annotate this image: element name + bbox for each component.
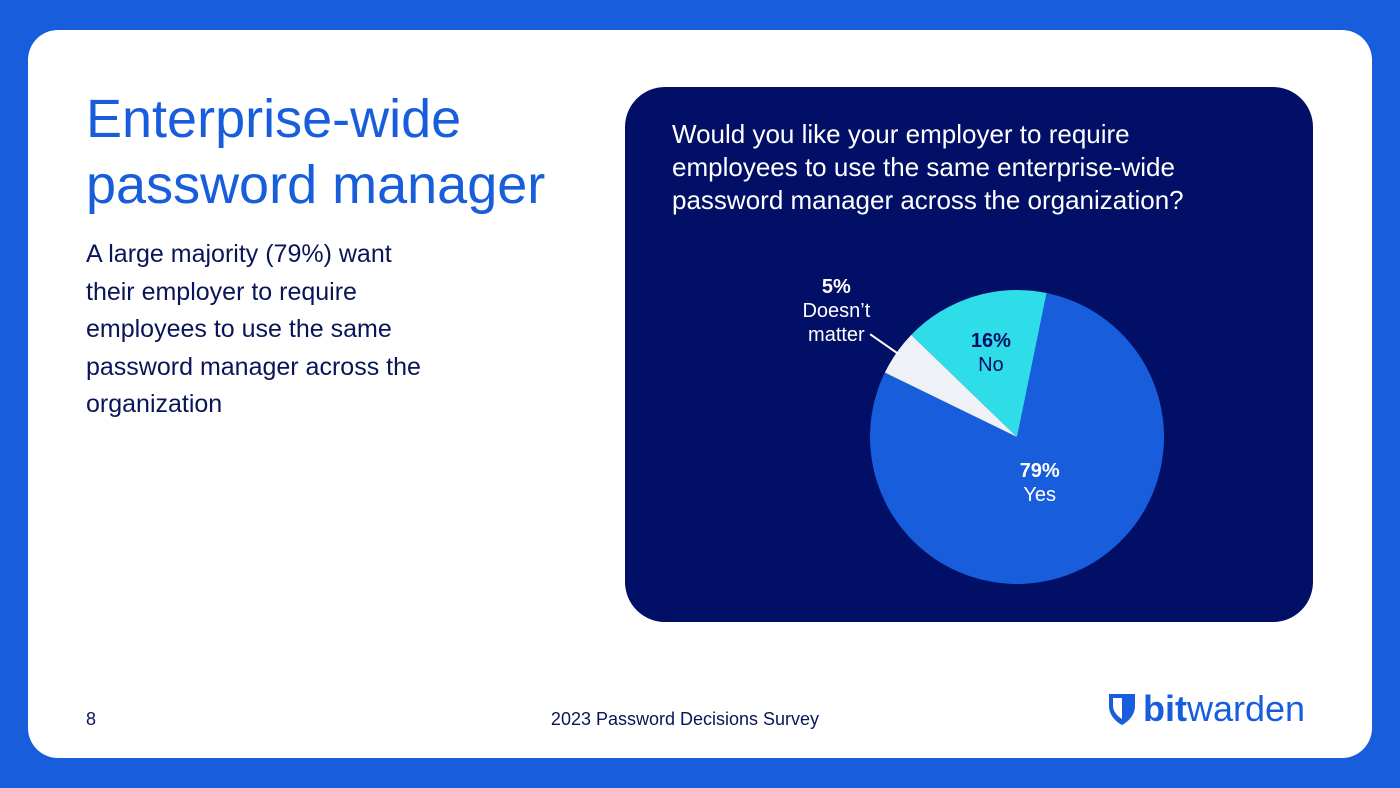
body-line: employees to use the same: [86, 315, 392, 343]
body-line: their employer to require: [86, 277, 357, 306]
slice-label: 16% No: [936, 329, 1046, 377]
category-label: No: [978, 353, 1004, 376]
value-label: 16%: [970, 329, 1011, 352]
chart-title-line: Would you like your employer to require: [672, 119, 1130, 149]
page-number: 8: [86, 709, 97, 729]
value-label: 79%: [1019, 460, 1060, 483]
pie: [869, 290, 1165, 584]
logo-light: warden: [1186, 688, 1306, 729]
body-line: organization: [86, 390, 223, 418]
pie-slice: [870, 293, 1165, 584]
pie-slice: [884, 334, 1017, 437]
leader-line: [869, 333, 900, 356]
pie-slice: [911, 290, 1047, 437]
body-line: password manager across the: [86, 352, 421, 381]
category-label: Yes: [1023, 484, 1057, 507]
title: password manager: [86, 155, 546, 215]
title: Enterprise-wide: [86, 89, 462, 149]
footer: 2023 Password Decisions Survey: [550, 709, 820, 729]
logo-icon: [1109, 694, 1135, 725]
category-label: Doesn’t matter: [802, 299, 871, 346]
slice-label: 5% Doesn’t matter: [781, 275, 891, 347]
body-line: A large majority (79%) want: [86, 240, 392, 268]
chart-title-line: employees to use the same enterprise-wid…: [672, 152, 1175, 182]
logo: bitwarden: [1143, 688, 1305, 730]
value-label: 5%: [821, 275, 851, 298]
slice-label: 79% Yes: [985, 459, 1095, 507]
logo-bold: bit: [1143, 688, 1187, 729]
chart-title-line: password manager across the organization…: [672, 185, 1184, 215]
